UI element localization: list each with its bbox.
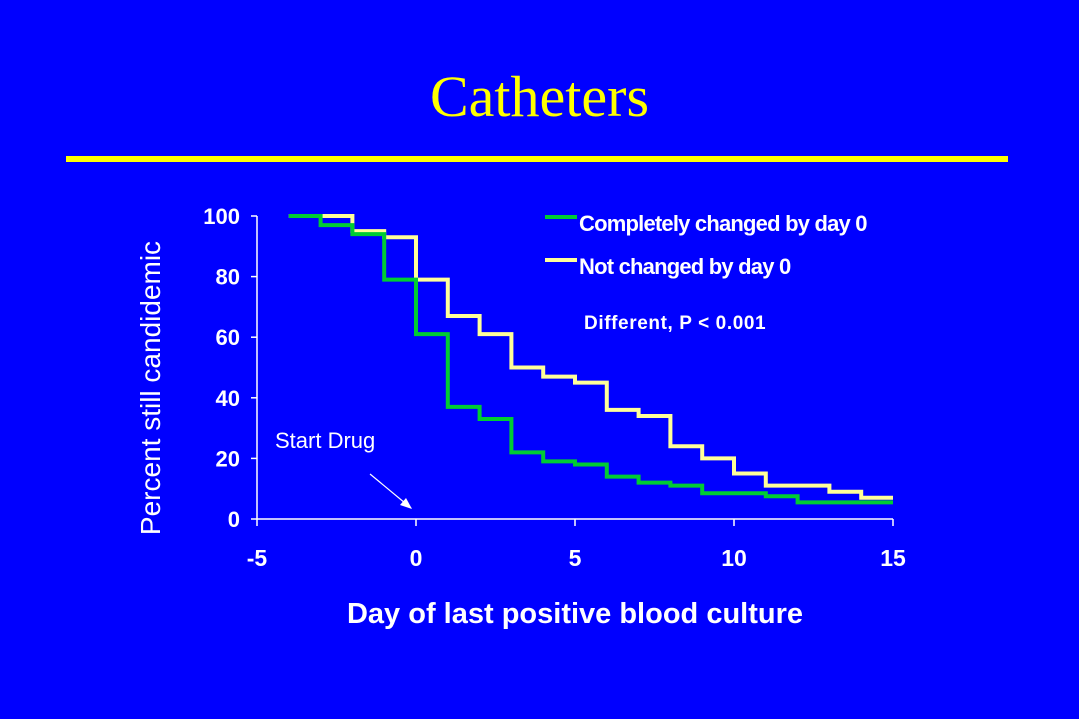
series-line-completely-changed: [288, 214, 893, 505]
y-tick-label: 80: [216, 265, 240, 290]
legend-label: Not changed by day 0: [579, 254, 791, 279]
slide-title: Catheters: [429, 64, 650, 129]
chart-series: [288, 214, 893, 505]
legend-label: Completely changed by day 0: [579, 211, 867, 236]
x-tick-label: 10: [721, 545, 747, 571]
y-tick-label: 0: [228, 507, 240, 532]
series-line-not-changed: [288, 214, 893, 500]
x-tick-label: 5: [569, 545, 582, 571]
y-tick-label: 20: [216, 446, 240, 471]
chart-legend: Completely changed by day 0 Not changed b…: [545, 211, 868, 279]
x-tick-label: 15: [880, 545, 906, 571]
p-value-annotation: Different, P < 0.001: [584, 313, 766, 334]
x-tick-label: 0: [410, 545, 423, 571]
title-divider: [66, 156, 1008, 162]
x-axis-label: Day of last positive blood culture: [347, 598, 803, 630]
x-tick-label: -5: [247, 545, 268, 571]
y-axis-label: Percent still candidemic: [135, 241, 166, 535]
y-tick-label: 100: [203, 204, 240, 229]
y-tick-label: 60: [216, 325, 240, 350]
arrowhead-icon: [400, 498, 412, 509]
start-drug-annotation: Start Drug: [275, 428, 375, 453]
chart-axes: 0 20 40 60 80 100 -5 0 5 10 15 Day of last positive…: [135, 204, 906, 630]
y-tick-label: 40: [216, 386, 240, 411]
chart-annotations: Different, P < 0.001 Start Drug: [275, 313, 766, 509]
